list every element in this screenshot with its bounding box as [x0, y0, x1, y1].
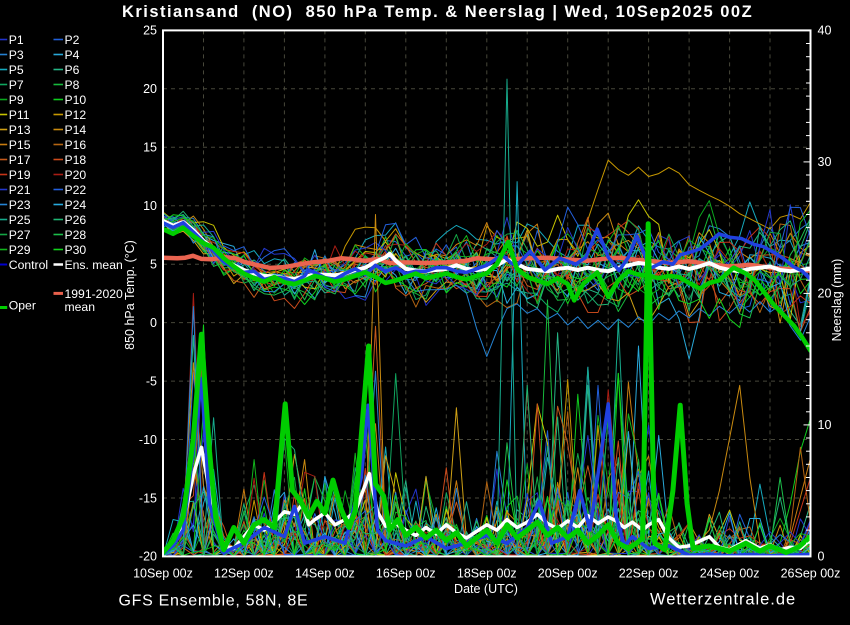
- svg-text:16Sep 00z: 16Sep 00z: [376, 567, 436, 581]
- svg-text:P12: P12: [65, 108, 87, 122]
- svg-text:P2: P2: [65, 33, 80, 47]
- svg-text:P21: P21: [9, 183, 31, 197]
- svg-text:P24: P24: [65, 198, 87, 212]
- svg-text:P14: P14: [65, 123, 87, 137]
- svg-text:P10: P10: [65, 93, 87, 107]
- svg-text:850 hPa Temp. (°C): 850 hPa Temp. (°C): [123, 240, 137, 350]
- svg-text:P3: P3: [9, 48, 24, 62]
- svg-text:26Sep 00z: 26Sep 00z: [781, 567, 841, 581]
- svg-text:P17: P17: [9, 153, 31, 167]
- svg-text:Control: Control: [9, 258, 48, 272]
- svg-text:-5: -5: [146, 374, 157, 388]
- svg-text:0: 0: [818, 550, 825, 564]
- svg-text:P26: P26: [65, 213, 87, 227]
- svg-text:20Sep 00z: 20Sep 00z: [538, 567, 598, 581]
- svg-text:0: 0: [150, 316, 157, 330]
- svg-text:20: 20: [818, 287, 832, 301]
- svg-text:30: 30: [818, 155, 832, 169]
- svg-text:P18: P18: [65, 153, 87, 167]
- svg-text:10: 10: [143, 199, 157, 213]
- svg-text:-10: -10: [139, 433, 157, 447]
- svg-text:P16: P16: [65, 138, 87, 152]
- svg-text:P13: P13: [9, 123, 31, 137]
- svg-text:-15: -15: [139, 491, 157, 505]
- svg-text:P28: P28: [65, 228, 87, 242]
- svg-text:18Sep 00z: 18Sep 00z: [457, 567, 517, 581]
- svg-text:5: 5: [150, 258, 157, 272]
- svg-text:P7: P7: [9, 78, 24, 92]
- svg-text:P19: P19: [9, 168, 31, 182]
- svg-text:12Sep 00z: 12Sep 00z: [214, 567, 274, 581]
- svg-text:P8: P8: [65, 78, 80, 92]
- svg-text:20: 20: [143, 82, 157, 96]
- svg-text:P1: P1: [9, 33, 24, 47]
- svg-text:P5: P5: [9, 63, 24, 77]
- svg-text:P4: P4: [65, 48, 80, 62]
- svg-text:-20: -20: [139, 550, 157, 564]
- svg-text:P22: P22: [65, 183, 87, 197]
- svg-text:Kristiansand (NO) 850 hPa Te: Kristiansand (NO) 850 hPa Temp. & Neersl…: [122, 3, 753, 21]
- svg-text:10: 10: [818, 418, 832, 432]
- svg-text:P6: P6: [65, 63, 80, 77]
- svg-text:10Sep 00z: 10Sep 00z: [133, 567, 193, 581]
- svg-text:mean: mean: [65, 300, 96, 314]
- svg-text:P23: P23: [9, 198, 31, 212]
- svg-text:Date (UTC): Date (UTC): [454, 582, 518, 596]
- svg-text:Oper: Oper: [9, 299, 36, 313]
- svg-text:14Sep 00z: 14Sep 00z: [295, 567, 355, 581]
- svg-text:25: 25: [143, 24, 157, 38]
- svg-text:P27: P27: [9, 228, 31, 242]
- svg-text:P30: P30: [65, 243, 87, 257]
- svg-text:P25: P25: [9, 213, 31, 227]
- svg-text:P9: P9: [9, 93, 24, 107]
- svg-text:GFS Ensemble, 58N, 8E: GFS Ensemble, 58N, 8E: [119, 593, 309, 610]
- svg-text:24Sep 00z: 24Sep 00z: [700, 567, 760, 581]
- svg-text:22Sep 00z: 22Sep 00z: [619, 567, 679, 581]
- svg-text:P29: P29: [9, 243, 31, 257]
- svg-text:P20: P20: [65, 168, 87, 182]
- svg-text:15: 15: [143, 141, 157, 155]
- svg-text:P15: P15: [9, 138, 31, 152]
- svg-text:Ens. mean: Ens. mean: [65, 258, 123, 272]
- svg-text:Wetterzentrale.de: Wetterzentrale.de: [650, 591, 796, 609]
- svg-text:40: 40: [818, 24, 832, 38]
- svg-text:1991-2020: 1991-2020: [65, 287, 124, 301]
- svg-text:P11: P11: [9, 108, 30, 122]
- svg-text:Neerslag (mm): Neerslag (mm): [830, 259, 844, 342]
